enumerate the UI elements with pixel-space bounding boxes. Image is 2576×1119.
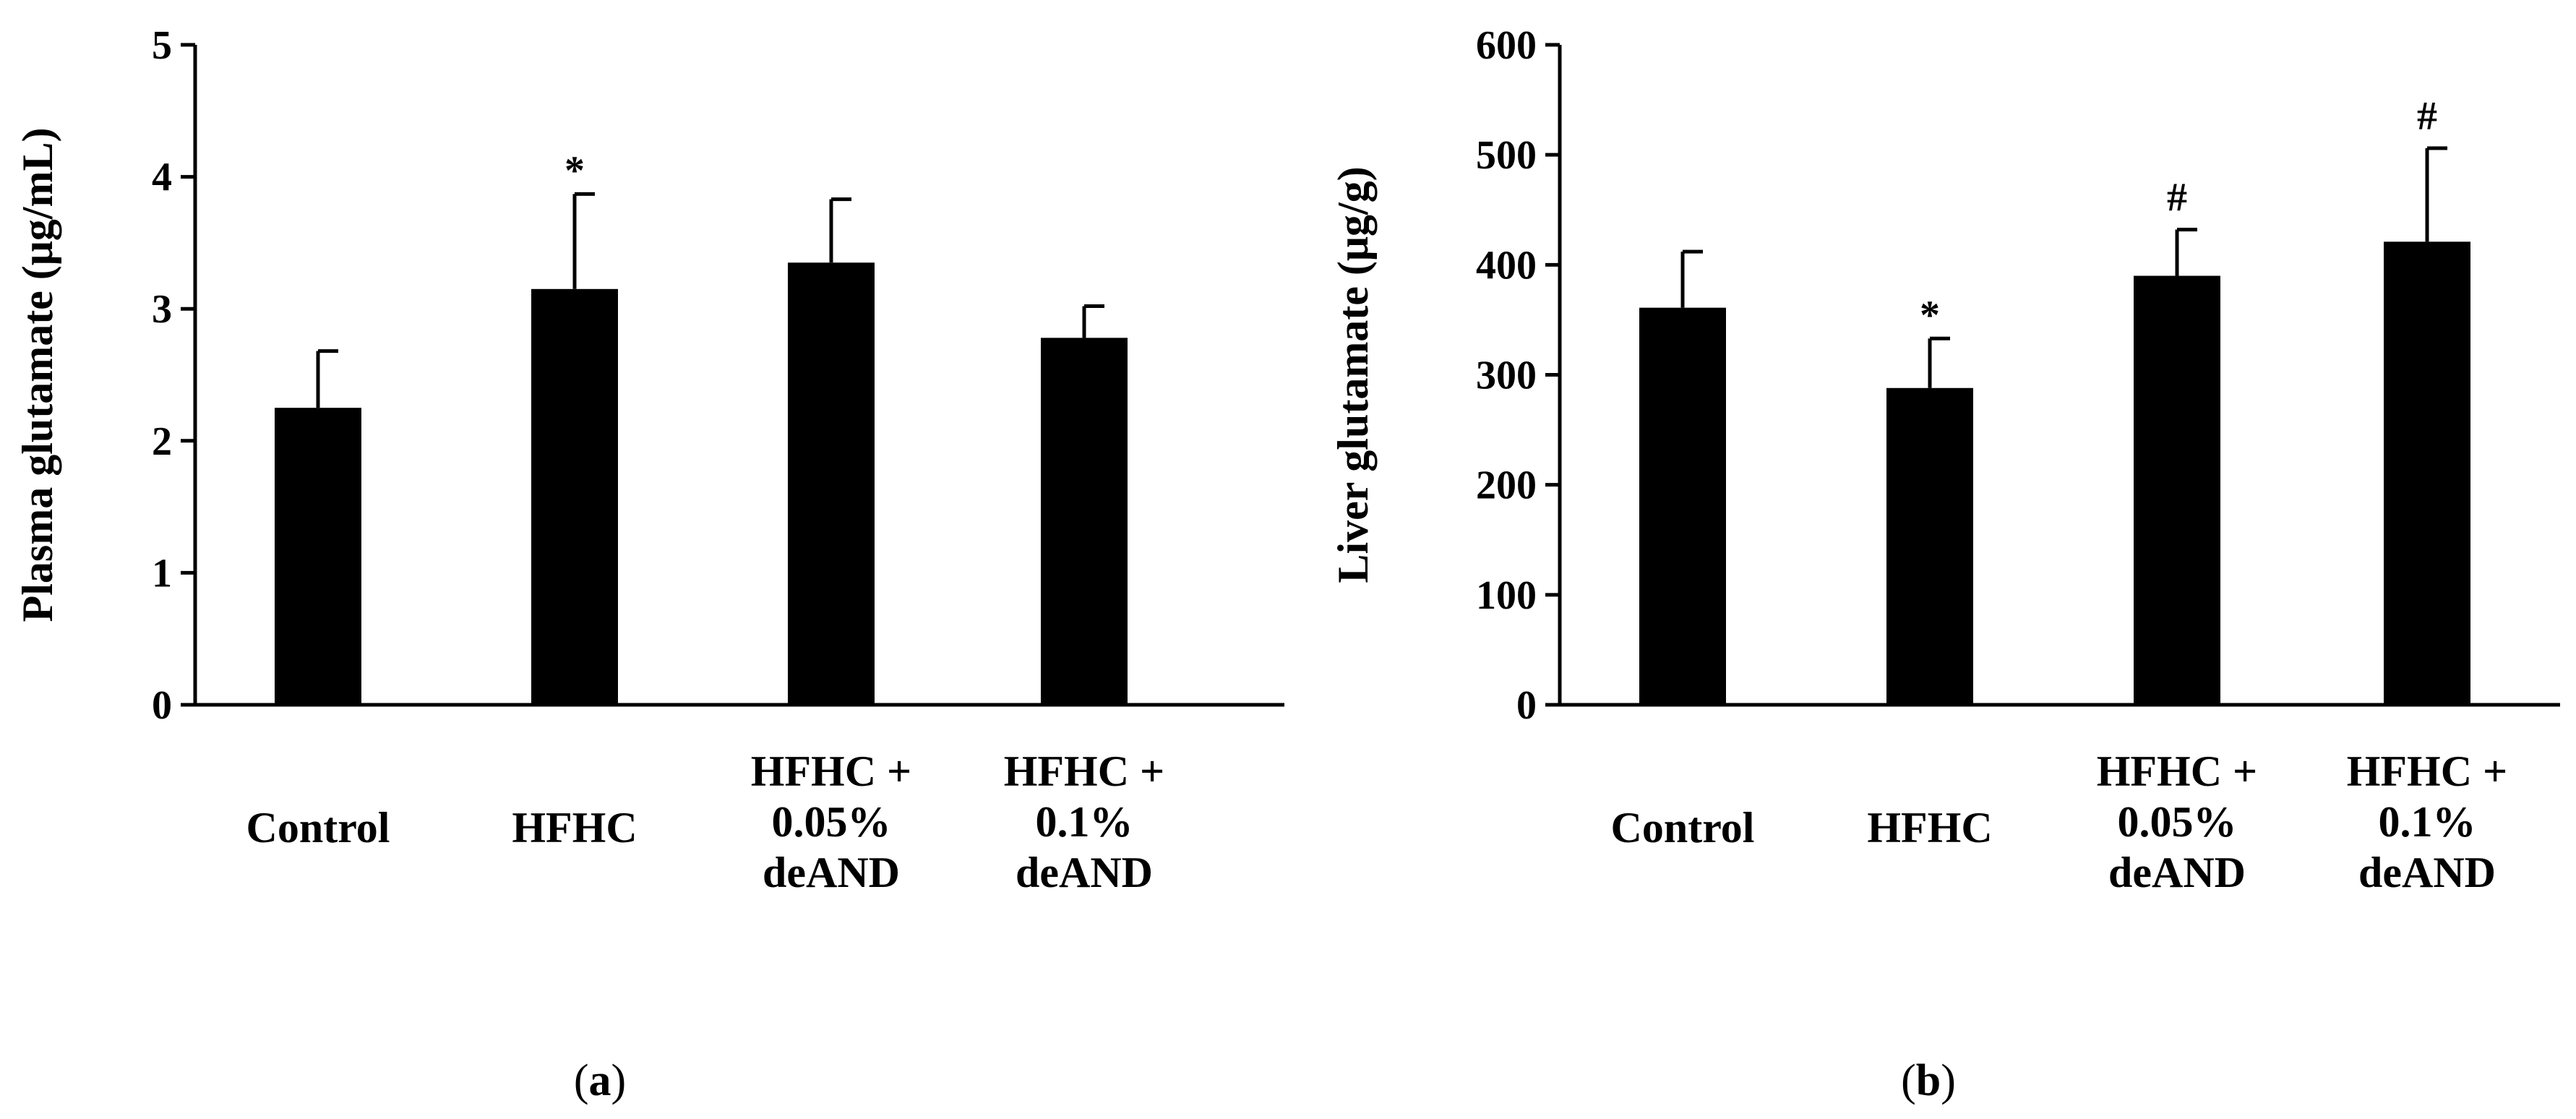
category-label: Control	[246, 804, 390, 852]
y-axis-title: Liver glutamate (μg/g)	[1329, 166, 1377, 583]
y-tick-label: 100	[1476, 573, 1537, 618]
bar	[2134, 275, 2220, 705]
panel-label-b: (b)	[1901, 1056, 1956, 1105]
y-tick-label: 0	[1516, 683, 1537, 728]
category-label: HFHC	[1867, 804, 1992, 852]
significance-mark: #	[2167, 176, 2187, 220]
category-label: Control	[1611, 804, 1755, 852]
y-tick-label: 300	[1476, 353, 1537, 398]
y-tick-label: 2	[152, 419, 172, 464]
y-tick-label: 600	[1476, 23, 1537, 68]
y-tick-label: 200	[1476, 463, 1537, 508]
bar	[531, 288, 618, 705]
significance-mark: *	[564, 148, 585, 193]
y-tick-label: 5	[152, 23, 172, 68]
bar	[275, 408, 361, 705]
y-tick-label: 3	[152, 287, 172, 332]
category-label: HFHC +0.1% deAND	[2347, 747, 2508, 896]
chart-liver-glutamate: 0 100 200 300 400 500 600 Liver glutamate (μg/g…	[1329, 23, 2560, 896]
chart-plasma-glutamate: 0 1 2 3 4 5 Plasma glutamate (μg/mL) Control * HF…	[14, 23, 1284, 896]
y-tick-label: 1	[152, 551, 172, 596]
y-tick-label: 500	[1476, 133, 1537, 178]
y-tick-label: 400	[1476, 243, 1537, 288]
significance-mark: #	[2417, 94, 2437, 139]
bar	[788, 262, 875, 705]
bar	[1041, 338, 1128, 705]
bar	[1886, 387, 1973, 705]
significance-mark: *	[1920, 293, 1940, 338]
y-tick-label: 0	[152, 683, 172, 728]
y-axis-title: Plasma glutamate (μg/mL)	[14, 128, 61, 622]
bar	[1639, 307, 1726, 705]
bar	[2384, 241, 2470, 706]
y-tick-label: 4	[152, 155, 172, 200]
category-label: HFHC +0.05% deAND	[2097, 747, 2258, 896]
panel-label-a: (a)	[574, 1056, 626, 1105]
category-label: HFHC	[512, 804, 637, 852]
category-label: HFHC +0.05% deAND	[751, 747, 912, 896]
category-label: HFHC +0.1% deAND	[1004, 747, 1165, 896]
